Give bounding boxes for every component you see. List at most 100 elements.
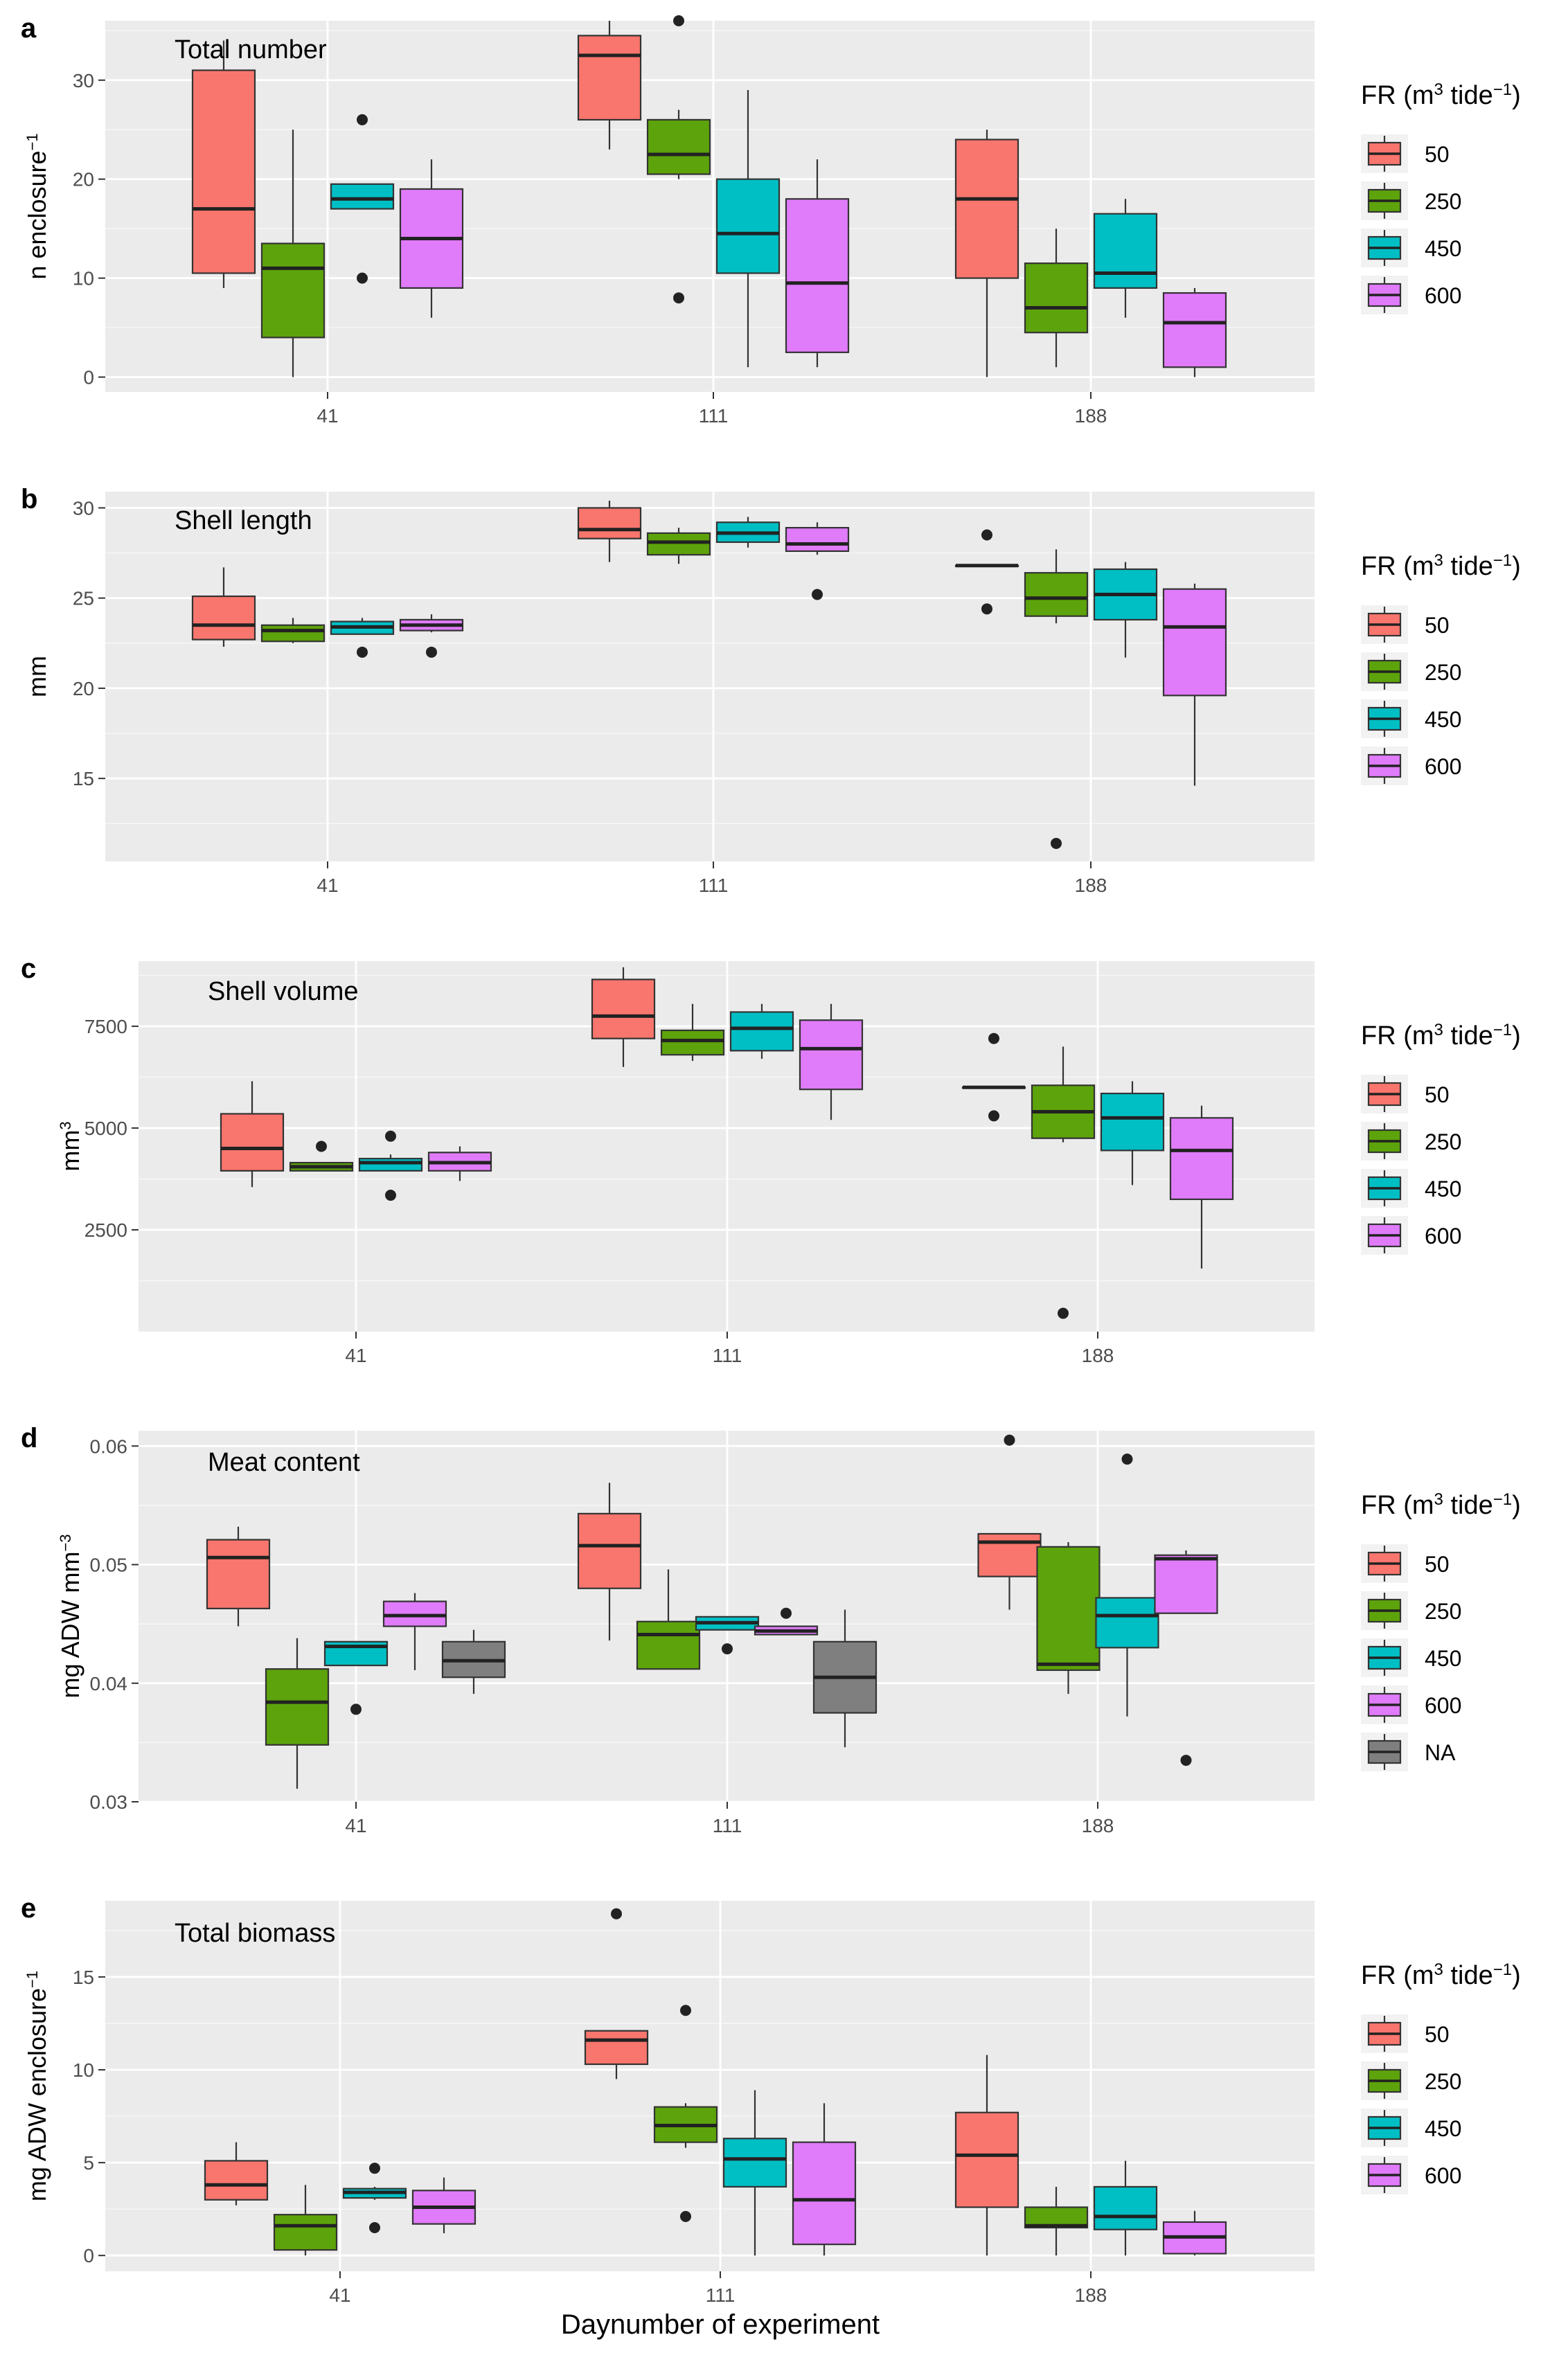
outlier-point	[673, 15, 684, 26]
box-188-250	[1024, 572, 1089, 617]
box-111-250	[646, 532, 711, 556]
box-41-50	[206, 1539, 271, 1609]
box-41-250	[265, 1668, 330, 1746]
box-111-250	[636, 1620, 701, 1670]
panel-title: Total biomass	[175, 1919, 335, 1948]
legend-entry-label: 50	[1425, 613, 1450, 638]
panel-d: 0.03 0.04 0.05 0.06 41 111 188 d Meat content mg …	[21, 1423, 1521, 1836]
outlier-point	[357, 272, 368, 284]
legend-entry-label: 50	[1425, 2022, 1450, 2047]
outlier-point	[357, 114, 368, 125]
y-tick-label: 5	[83, 2152, 94, 2174]
outlier-point	[316, 1140, 327, 1152]
x-tick-label: 188	[1082, 1345, 1114, 1366]
y-axis-label: mg ADW enclosure−1	[23, 1971, 51, 2201]
outlier-point	[369, 2221, 380, 2233]
outlier-point	[369, 2163, 380, 2174]
box-111-250	[646, 118, 711, 175]
y-tick-label: 20	[73, 678, 94, 699]
box-41-450	[358, 1158, 423, 1172]
x-tick-label: 188	[1075, 405, 1107, 427]
legend-entry-label: NA	[1425, 1740, 1456, 1765]
x-tick-label: 111	[699, 405, 729, 427]
box-188-450	[1095, 1597, 1159, 1649]
outlier-point	[781, 1607, 792, 1619]
y-tick-label: 0.05	[90, 1555, 128, 1576]
panel-letter: d	[21, 1423, 37, 1453]
box-41-250	[273, 2214, 338, 2251]
y-axis-label: mg ADW mm−3	[56, 1534, 84, 1698]
panel-letter: c	[21, 954, 36, 984]
box-41-600	[382, 1600, 447, 1627]
y-tick-label: 15	[73, 768, 94, 789]
outlier-point	[812, 589, 823, 600]
legend-title: FR (m3 tide−1)	[1361, 80, 1521, 111]
outlier-point	[1180, 1755, 1192, 1766]
box-41-50	[204, 2160, 269, 2201]
legend-title: FR (m3 tide−1)	[1361, 1960, 1521, 1991]
y-tick-label: 15	[73, 1967, 94, 1988]
x-tick-label: 188	[1075, 2284, 1107, 2306]
legend-title: FR (m3 tide−1)	[1361, 551, 1521, 582]
legend-entry-label: 450	[1425, 2116, 1461, 2141]
box-188-600	[1162, 292, 1227, 368]
panel-c: 2500 5000 7500 41 111 188 c Shell volume mm3 FR (…	[21, 954, 1521, 1366]
y-tick-label: 10	[73, 2059, 94, 2081]
box-111-600	[785, 526, 850, 553]
box-41-50	[220, 1113, 285, 1172]
box-111-50	[577, 35, 642, 121]
box-41-450	[330, 183, 395, 210]
box-188-250	[1024, 262, 1089, 334]
box-41-50	[191, 595, 256, 641]
panel-a: 0 10 20 30 41 111 188 a Total number n enclosure−…	[21, 13, 1521, 427]
outlier-point	[981, 529, 992, 541]
y-tick-label: 0.06	[90, 1435, 128, 1457]
outlier-point	[385, 1190, 396, 1201]
x-tick-label: 188	[1082, 1815, 1114, 1836]
legend-title: FR (m3 tide−1)	[1361, 1021, 1521, 1051]
legend-entry-label: 50	[1425, 1082, 1450, 1107]
x-tick-label: 41	[345, 1345, 366, 1366]
box-188-600	[1154, 1554, 1218, 1614]
outlier-point	[722, 1643, 733, 1655]
panel-b: 15 20 25 30 41 111 188 b Shell length mm FR (m3 ti…	[21, 484, 1521, 896]
box-188-450	[1100, 1092, 1165, 1152]
panel-letter: b	[21, 484, 37, 515]
box-188-250	[1036, 1546, 1101, 1672]
box-41-250	[260, 624, 326, 643]
y-tick-label: 30	[73, 497, 94, 519]
box-111-450	[729, 1011, 794, 1052]
x-tick-label: 41	[345, 1815, 366, 1836]
legend-entry-label: 450	[1425, 236, 1461, 261]
x-axis-label: Daynumber of experiment	[561, 2309, 880, 2340]
panel-e: 0 5 10 15 41 111 188 e Total biomass mg ADW enclo…	[21, 1893, 1521, 2306]
box-188-450	[1093, 213, 1158, 289]
y-tick-label: 25	[73, 588, 94, 609]
y-axis-label: n enclosure−1	[23, 133, 51, 279]
y-tick-label: 10	[73, 268, 94, 289]
box-111-250	[660, 1029, 725, 1056]
outlier-point	[673, 292, 684, 304]
box-111-600	[785, 198, 850, 353]
outlier-point	[1004, 1434, 1015, 1446]
y-tick-label: 7500	[84, 1016, 127, 1037]
box-41-50	[191, 69, 256, 274]
legend-entry-label: 600	[1425, 2163, 1461, 2188]
y-axis-label: mm	[23, 656, 51, 697]
box-111-50	[584, 2030, 649, 2066]
legend-entry-label: 600	[1425, 754, 1461, 779]
outlier-point	[981, 603, 992, 615]
y-axis-label: mm3	[56, 1121, 84, 1171]
legend-title: FR (m3 tide−1)	[1361, 1490, 1521, 1521]
y-tick-label: 0	[83, 2245, 94, 2266]
box-188-50	[954, 138, 1019, 279]
outlier-point	[680, 2210, 691, 2222]
legend-entry-label: 50	[1425, 1552, 1450, 1577]
legend-entry-label: 450	[1425, 707, 1461, 732]
box-188-50	[954, 2111, 1019, 2208]
x-tick-label: 111	[713, 1345, 742, 1366]
panel-title: Shell volume	[208, 977, 359, 1006]
legend-entry-label: 50	[1425, 142, 1450, 167]
box-188-600	[1162, 588, 1227, 697]
outlier-point	[611, 1908, 622, 1920]
